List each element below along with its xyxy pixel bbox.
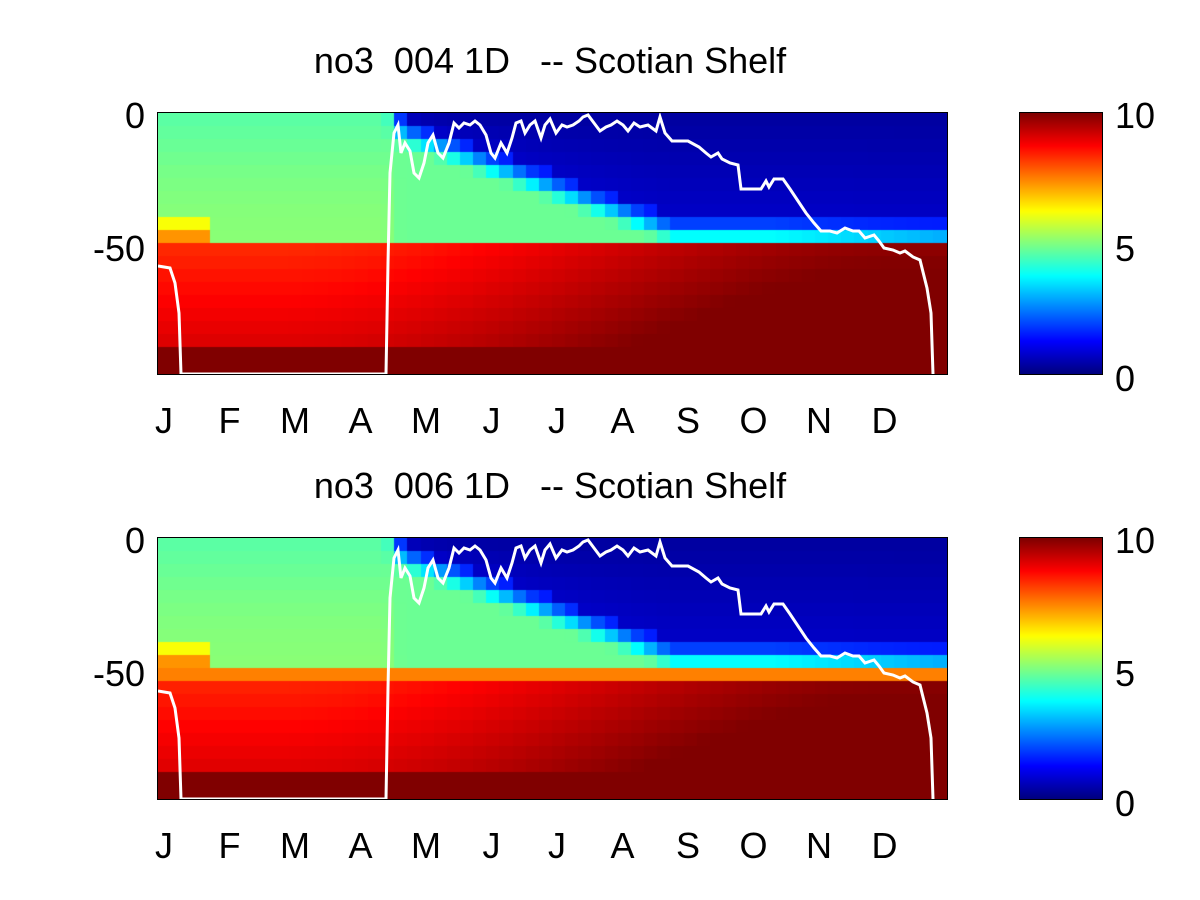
colorbar-tick-label: 10 [1115,520,1156,561]
x-tick-label: A [348,400,373,441]
x-tick-label: J [482,825,501,866]
x-tick-label: J [155,825,173,866]
x-tick-label: F [218,825,241,866]
colorbar-tick-label: 5 [1115,228,1136,269]
heatmap-cells [158,538,947,799]
x-tick-label: O [739,825,768,866]
colorbar-gradient [1020,538,1102,799]
x-tick-label: N [806,825,832,866]
x-tick-label: A [348,825,373,866]
mixed-layer-depth-line [158,538,935,799]
x-tick-label: J [482,400,501,441]
x-tick-label: A [610,400,635,441]
colorbar-tick-label: 0 [1115,783,1136,824]
x-tick-label: M [411,400,441,441]
x-tick-label: A [610,825,635,866]
x-tick-label: N [806,400,832,441]
colorbar-tick-label: 5 [1115,653,1136,694]
y-tick-label: -50 [92,653,145,694]
y-tick-label: 0 [124,95,145,136]
chart-title: no3 004 1D -- Scotian Shelf [313,40,787,81]
heatmap-plot-area [157,537,948,800]
mld-series-line [158,538,935,799]
colorbar [1019,112,1103,375]
heatmap-plot-area [157,112,948,375]
mixed-layer-depth-line [158,113,935,374]
x-tick-label: J [548,825,566,866]
colorbar [1019,537,1103,800]
x-tick-label: S [675,400,700,441]
colorbar-tick-label: 10 [1115,95,1156,136]
x-tick-label: J [548,400,566,441]
x-tick-label: F [218,400,241,441]
colorbar-tick-label: 0 [1115,358,1136,399]
heatmap-cells [158,113,947,374]
colorbar-gradient [1020,113,1102,374]
y-tick-label: 0 [124,520,145,561]
x-tick-label: M [280,400,310,441]
x-tick-label: S [675,825,700,866]
y-tick-label: -50 [92,228,145,269]
x-tick-label: D [871,400,898,441]
x-tick-label: O [739,400,768,441]
x-tick-label: D [871,825,898,866]
x-tick-label: M [411,825,441,866]
x-tick-label: M [280,825,310,866]
mld-series-line [158,113,935,374]
chart-title: no3 006 1D -- Scotian Shelf [313,465,787,506]
x-tick-label: J [155,400,173,441]
